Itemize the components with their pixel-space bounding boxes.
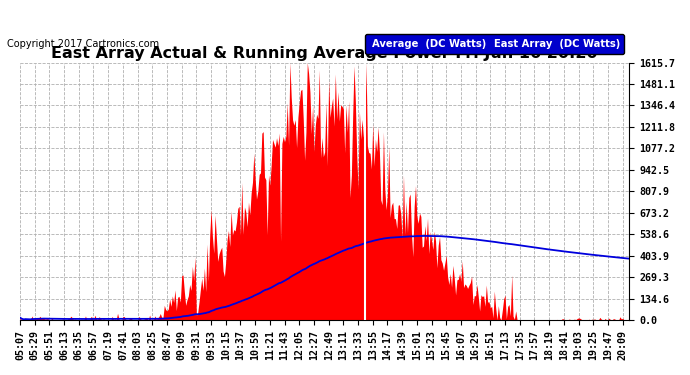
Legend: Average  (DC Watts), East Array  (DC Watts): Average (DC Watts), East Array (DC Watts…	[365, 34, 624, 54]
Title: East Array Actual & Running Average Power Fri Jun 16 20:20: East Array Actual & Running Average Powe…	[51, 46, 598, 62]
Text: Copyright 2017 Cartronics.com: Copyright 2017 Cartronics.com	[7, 39, 159, 50]
